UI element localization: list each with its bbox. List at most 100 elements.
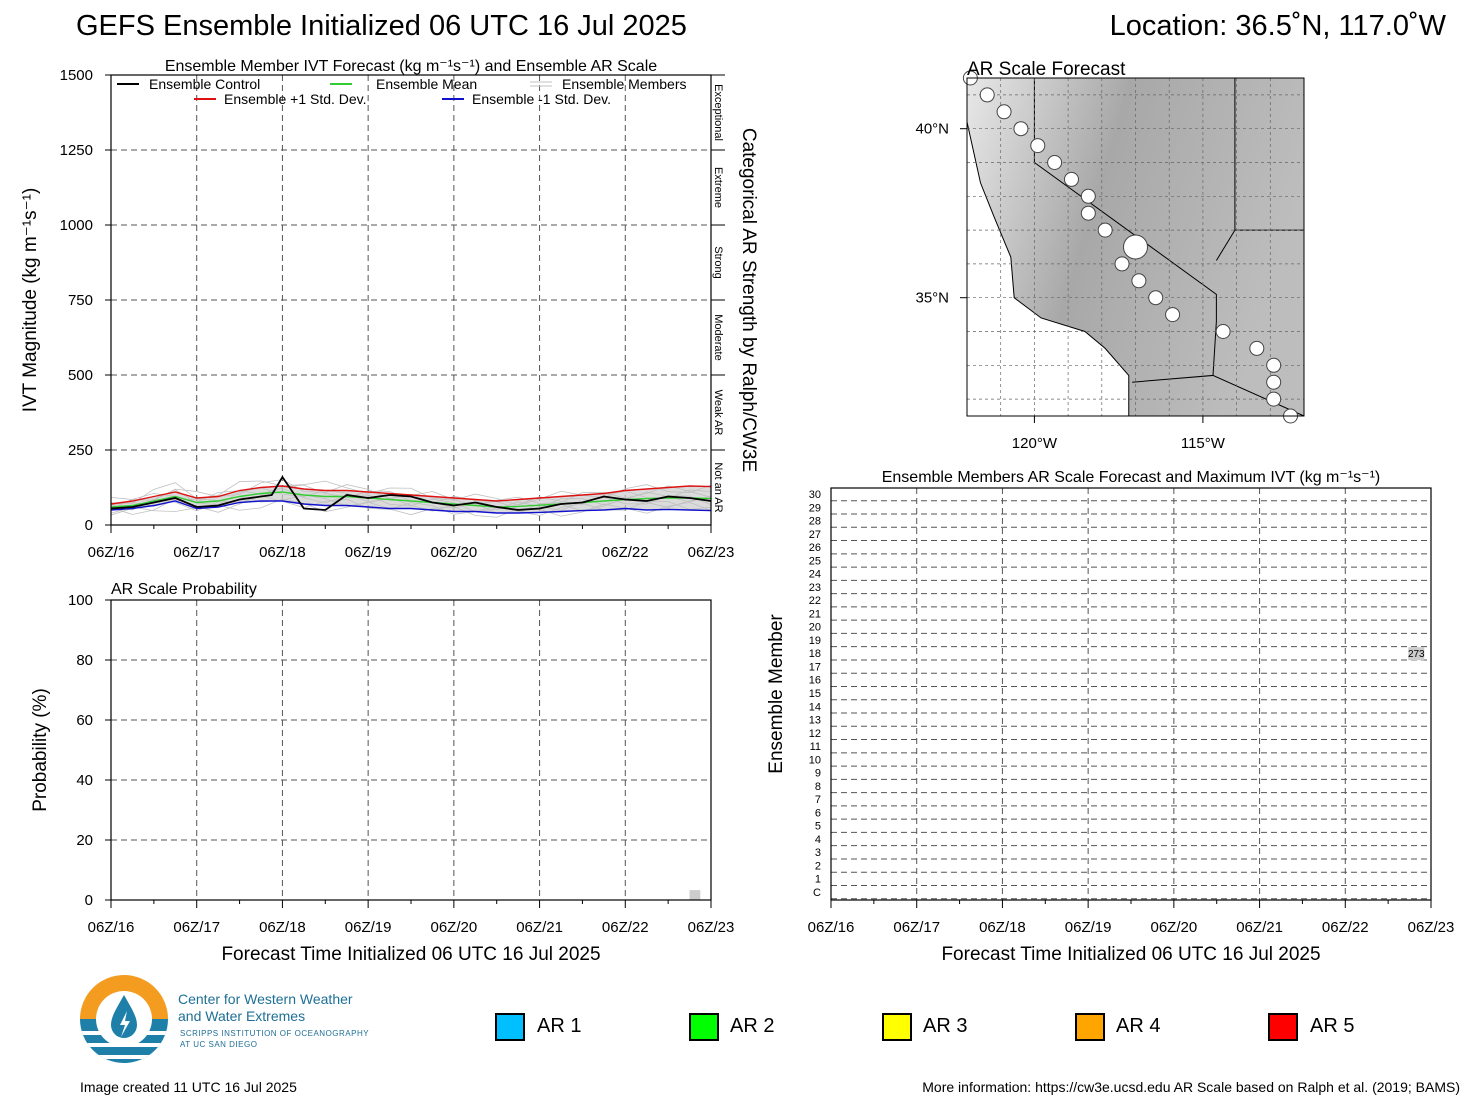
- ivt-spread-band: [111, 486, 711, 513]
- ar5-label: AR 5: [1310, 1015, 1355, 1037]
- ivt-title: Ensemble Member IVT Forecast (kg m⁻¹s⁻¹)…: [165, 58, 657, 75]
- member-label: 13: [809, 715, 821, 727]
- members-chart: C123456789101112131415161718192021222324…: [766, 469, 1454, 965]
- prob-xtick-label: 06Z/18: [259, 919, 306, 936]
- members-xtick-label: 06Z/18: [979, 919, 1026, 936]
- map-point: [996, 104, 1012, 120]
- member-label: 1: [815, 874, 821, 886]
- prob-xtick-label: 06Z/23: [688, 919, 735, 936]
- ivt-xtick-label: 06Z/16: [88, 544, 135, 561]
- members-xtick-label: 06Z/22: [1322, 919, 1369, 936]
- ar3-swatch: [882, 1013, 912, 1041]
- legend-control-label: Ensemble Control: [149, 76, 260, 92]
- member-label: 23: [809, 582, 821, 594]
- ivt-category-label: Moderate: [712, 314, 724, 360]
- map-ytick-label: 35°N: [915, 290, 949, 307]
- prob-title: AR Scale Probability: [111, 581, 257, 598]
- member-label: 16: [809, 675, 821, 687]
- ivt-xtick-label: 06Z/22: [602, 544, 649, 561]
- ar-map: 120°W 115°W 40°N 35°N AR Scale Forecast: [915, 59, 1305, 452]
- member-label: 24: [809, 569, 821, 581]
- ivt-ytick-label: 1250: [60, 142, 93, 159]
- ivt-ylabel: IVT Magnitude (kg m⁻¹s⁻¹): [20, 188, 41, 413]
- member-label: 26: [809, 542, 821, 554]
- members-title: Ensemble Members AR Scale Forecast and M…: [882, 469, 1381, 486]
- prob-ytick-label: 80: [76, 652, 93, 669]
- member-label: 11: [810, 741, 821, 753]
- members-xtick-label: 06Z/19: [1065, 919, 1112, 936]
- map-ocean: [967, 121, 1129, 416]
- map-point: [1266, 374, 1282, 390]
- members-frame: [830, 487, 1432, 901]
- ar1-swatch: [495, 1013, 525, 1041]
- prob-xtick-label: 06Z/20: [431, 919, 478, 936]
- member-label: 17: [809, 661, 821, 673]
- map-point: [1080, 205, 1096, 221]
- location-label: Location: 36.5˚N, 117.0˚W: [1109, 10, 1446, 42]
- member-label: 28: [809, 516, 821, 528]
- member-cell-label: 273: [1408, 649, 1425, 660]
- prob-xtick-label: 06Z/17: [173, 919, 220, 936]
- logo-line4: AT UC SAN DIEGO: [180, 1040, 258, 1049]
- map-point: [1266, 357, 1282, 373]
- members-xlabel: Forecast Time Initialized 06 UTC 16 Jul …: [941, 944, 1320, 965]
- member-label: 29: [809, 502, 821, 514]
- map-point: [1080, 188, 1096, 204]
- ivt-plus-line: [110, 485, 712, 505]
- member-label: 30: [809, 489, 821, 501]
- ar4-swatch: [1075, 1013, 1105, 1041]
- map-point: [1030, 138, 1046, 154]
- legend-plus-label: Ensemble +1 Std. Dev.: [224, 91, 367, 107]
- map-coastline: [966, 121, 1130, 416]
- map-point: [1013, 121, 1029, 137]
- prob-xtick-label: 06Z/19: [345, 919, 392, 936]
- ivt-xtick-label: 06Z/17: [173, 544, 220, 561]
- ivt-member-line: [110, 487, 712, 512]
- map-frame: [966, 77, 1305, 417]
- member-label: 9: [815, 768, 821, 780]
- legend-mean-label: Ensemble Mean: [376, 76, 477, 92]
- map-point: [1097, 222, 1113, 238]
- ivt-xtick-label: 06Z/23: [688, 544, 735, 561]
- prob-ytick-label: 0: [85, 892, 93, 909]
- ivt-control-line: [110, 475, 712, 511]
- member-label: 22: [809, 595, 821, 607]
- map-point: [1131, 273, 1147, 289]
- ivt-right-label: Categorical AR Strength by Ralph/CW3E: [738, 128, 759, 472]
- map-point: [1063, 171, 1079, 187]
- ivt-ytick-label: 500: [68, 367, 93, 384]
- probability-chart: 0 20 40 60 80 100 06Z/16 06Z/17 06Z/18 06Z/19 06Z/…: [30, 581, 734, 965]
- prob-xtick-label: 06Z/16: [88, 919, 135, 936]
- map-ytick-label: 40°N: [915, 121, 949, 138]
- ar1-label: AR 1: [537, 1015, 582, 1037]
- ivt-chart: Not an AR Weak AR Moderate Strong Extreme Exc…: [20, 58, 759, 561]
- prob-ytick-label: 40: [76, 772, 93, 789]
- legend-minus-label: Ensemble -1 Std. Dev.: [472, 91, 611, 107]
- prob-xtick-label: 06Z/21: [516, 919, 563, 936]
- ivt-ytick-label: 250: [68, 442, 93, 459]
- map-point: [1047, 155, 1063, 170]
- map-point: [1215, 324, 1231, 339]
- members-xtick-label: 06Z/17: [893, 919, 940, 936]
- map-point: [979, 87, 995, 103]
- member-cell: [1408, 647, 1425, 661]
- members-xtick-label: 06Z/23: [1408, 919, 1455, 936]
- member-label: 21: [809, 608, 821, 620]
- ivt-xtick-label: 06Z/21: [516, 544, 563, 561]
- ivt-mean-line: [110, 491, 712, 508]
- map-point: [1123, 234, 1148, 260]
- member-label: 14: [809, 701, 821, 713]
- member-label: 18: [809, 648, 821, 660]
- prob-bar: [689, 890, 701, 900]
- ivt-ytick-label: 1500: [60, 67, 93, 84]
- member-label: 15: [809, 688, 821, 700]
- prob-ytick-label: 20: [76, 832, 93, 849]
- members-xtick-label: 06Z/21: [1236, 919, 1283, 936]
- member-label: 5: [815, 821, 821, 833]
- ar3-label: AR 3: [923, 1015, 968, 1037]
- members-xtick-label: 06Z/20: [1151, 919, 1198, 936]
- map-xtick-label: 120°W: [1012, 435, 1058, 452]
- member-label: 7: [815, 794, 821, 806]
- member-label: 2: [815, 860, 821, 872]
- member-label: 6: [815, 807, 821, 819]
